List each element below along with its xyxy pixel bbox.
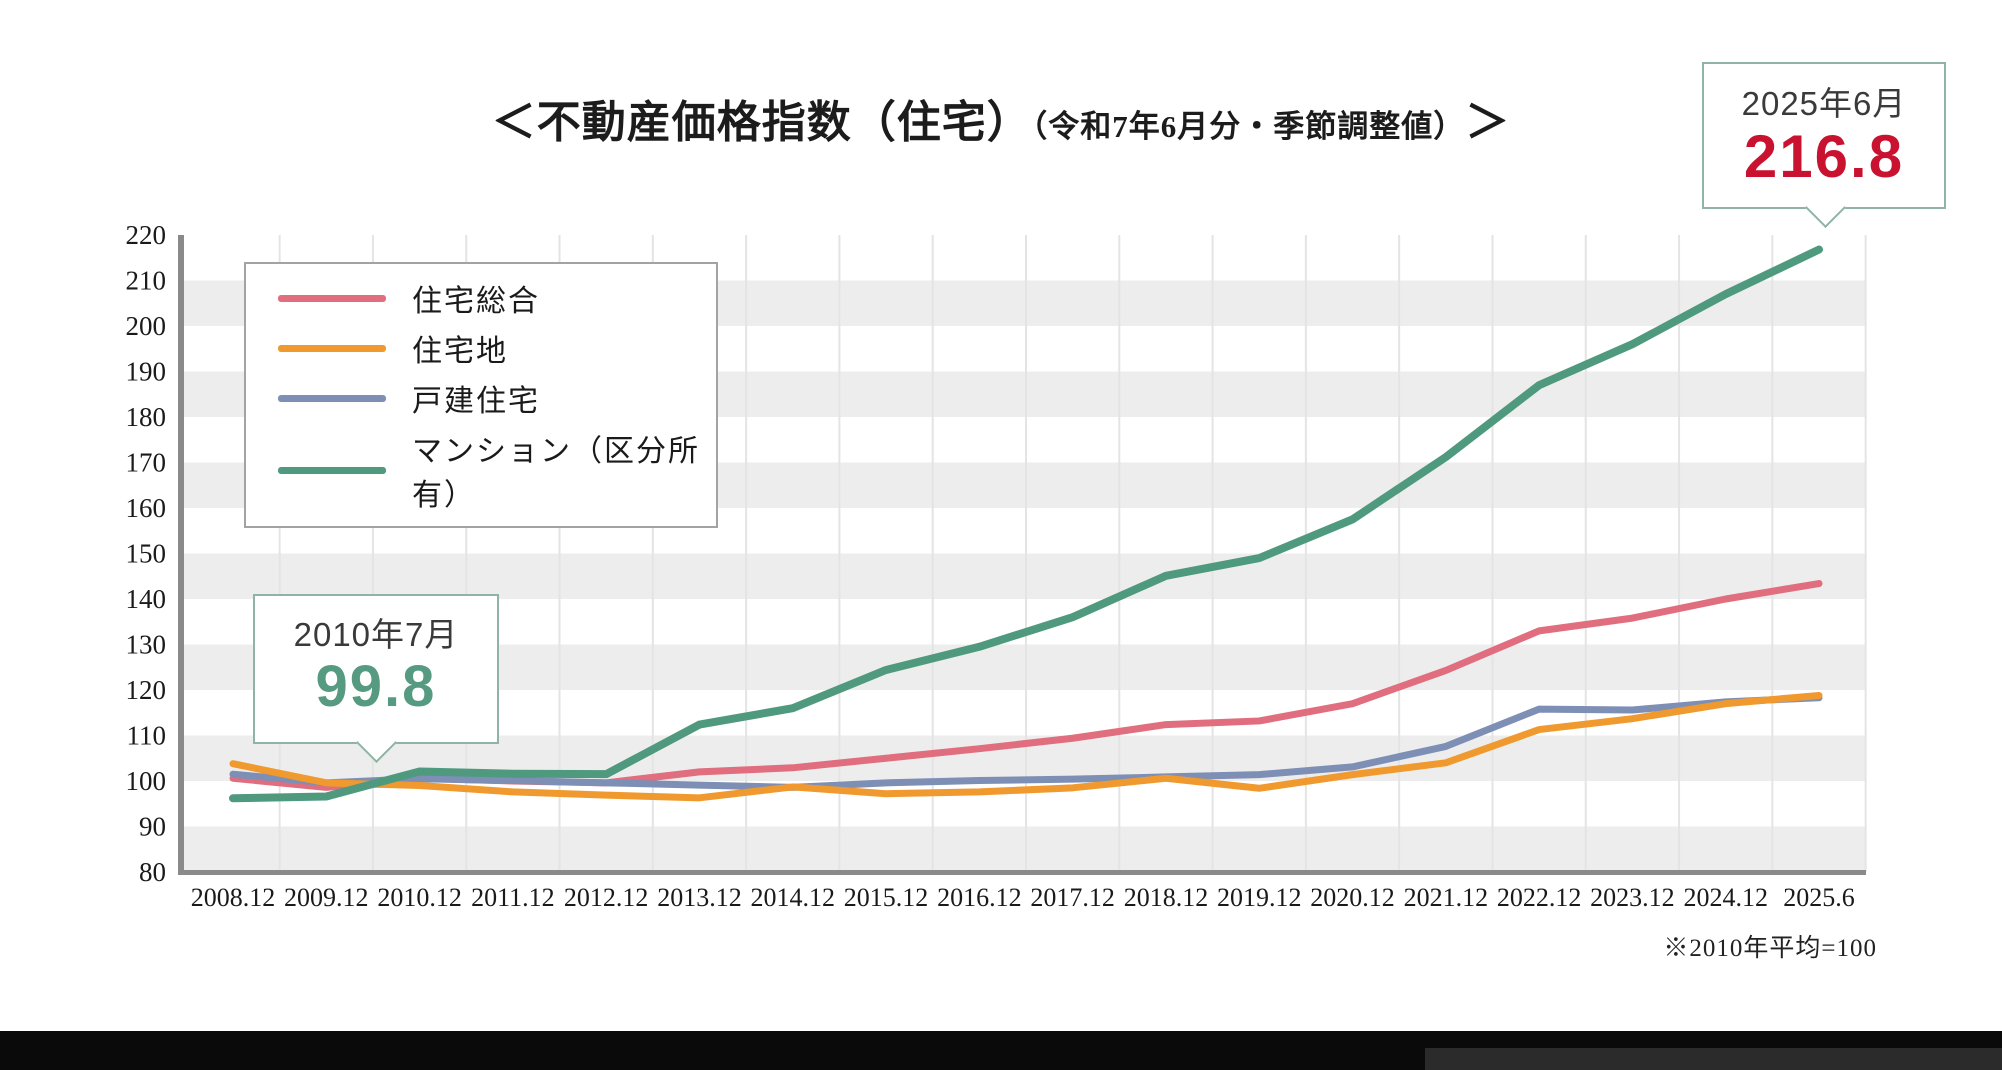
x-axis-label: 2009.12 bbox=[284, 883, 369, 912]
x-axis-label: 2018.12 bbox=[1124, 883, 1209, 912]
x-axis-label: 2023.12 bbox=[1590, 883, 1675, 912]
y-axis-label: 130 bbox=[126, 630, 167, 660]
plot-stripe bbox=[181, 826, 1866, 872]
y-axis-label: 180 bbox=[126, 402, 167, 432]
y-axis-label: 170 bbox=[126, 448, 167, 478]
y-axis-label: 210 bbox=[126, 266, 167, 296]
legend-label: マンション（区分所有） bbox=[412, 435, 700, 512]
series-line-3 bbox=[229, 245, 1823, 803]
legend-label: 戸建住宅 bbox=[412, 385, 540, 418]
y-axis-label: 80 bbox=[139, 857, 166, 887]
y-axis-label: 110 bbox=[127, 721, 167, 751]
y-axis-label: 90 bbox=[139, 812, 166, 842]
x-axis-label: 2008.12 bbox=[191, 883, 276, 912]
page-title-main: ＜不動産価格指数（住宅） bbox=[491, 98, 1032, 147]
callout-2025-value: 216.8 bbox=[1743, 123, 1905, 190]
x-axis-label: 2016.12 bbox=[937, 883, 1022, 912]
y-axis-label: 160 bbox=[126, 493, 167, 523]
x-axis-label: 2024.12 bbox=[1683, 883, 1768, 912]
legend-swatch-icon bbox=[278, 394, 386, 402]
x-axis-label: 2010.12 bbox=[377, 883, 462, 912]
callout-2010-label: 2010年7月 bbox=[293, 616, 459, 653]
legend-swatch-icon bbox=[278, 294, 386, 302]
y-axis-label: 100 bbox=[126, 766, 167, 796]
legend-box: 住宅総合住宅地戸建住宅マンション（区分所有） bbox=[244, 262, 718, 528]
y-axis-label: 150 bbox=[126, 539, 167, 569]
legend-item: 住宅総合 bbox=[278, 276, 716, 320]
legend-swatch-icon bbox=[278, 344, 386, 352]
callout-2010-value: 99.8 bbox=[315, 654, 437, 719]
legend-item: 戸建住宅 bbox=[278, 376, 716, 420]
legend-swatch-icon bbox=[278, 466, 386, 474]
x-axis-label: 2020.12 bbox=[1310, 883, 1395, 912]
legend-item: 住宅地 bbox=[278, 326, 716, 370]
y-axis-label: 120 bbox=[126, 675, 167, 705]
x-axis-label: 2013.12 bbox=[657, 883, 742, 912]
page-title-close: ＞ bbox=[1465, 98, 1511, 147]
legend-label: 住宅総合 bbox=[412, 285, 540, 318]
plot-stripe bbox=[181, 553, 1866, 599]
x-axis-label: 2015.12 bbox=[844, 883, 929, 912]
legend-label: 住宅地 bbox=[412, 335, 508, 368]
x-axis-label: 2022.12 bbox=[1497, 883, 1582, 912]
legend-item: マンション（区分所有） bbox=[278, 426, 716, 514]
bottom-bar-inset bbox=[1425, 1048, 2002, 1070]
footnote: ※2010年平均=100 bbox=[1663, 935, 1877, 962]
y-axis-label: 220 bbox=[126, 220, 167, 250]
y-axis-label: 140 bbox=[126, 584, 167, 614]
series-line-1 bbox=[229, 694, 1823, 791]
page-title-sub: （令和7年6月分・季節調整値） bbox=[1031, 109, 1466, 144]
y-axis-label: 190 bbox=[126, 357, 167, 387]
callout-2025-label: 2025年6月 bbox=[1741, 85, 1907, 122]
series-line-2 bbox=[229, 691, 1823, 802]
callout-2025: 2025年6月 216.8 bbox=[1702, 62, 1946, 229]
x-axis-label: 2021.12 bbox=[1404, 883, 1489, 912]
x-axis-label: 2019.12 bbox=[1217, 883, 1302, 912]
x-axis-label: 2017.12 bbox=[1030, 883, 1115, 912]
x-axis-label: 2011.12 bbox=[471, 883, 555, 912]
y-axis-label: 200 bbox=[126, 311, 167, 341]
x-axis-label: 2025.6 bbox=[1783, 883, 1855, 912]
page-title: ＜不動産価格指数（住宅）（令和7年6月分・季節調整値）＞ bbox=[0, 86, 2002, 150]
callout-2010: 2010年7月 99.8 bbox=[253, 594, 499, 764]
bottom-bar bbox=[0, 1031, 2002, 1070]
x-axis-label: 2014.12 bbox=[751, 883, 836, 912]
x-axis-label: 2012.12 bbox=[564, 883, 649, 912]
